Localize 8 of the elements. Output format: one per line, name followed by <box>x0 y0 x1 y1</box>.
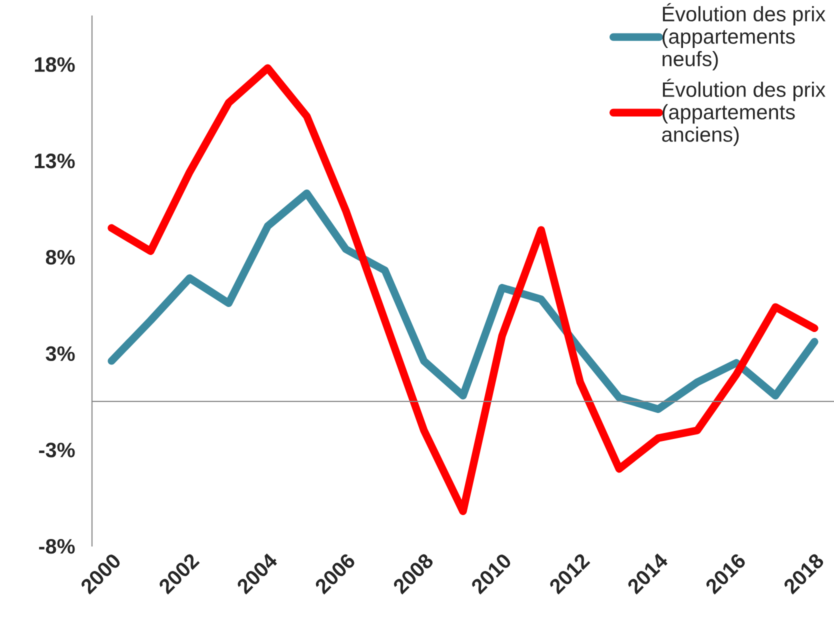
y-tick-label: 8% <box>46 250 75 265</box>
y-tick-label: -3% <box>39 442 75 458</box>
y-tick-label: 18% <box>34 57 75 72</box>
y-tick-label: 13% <box>34 154 75 168</box>
y-tick-label: 3% <box>46 346 75 362</box>
legend-label: Évolution des prix (appartements neufs) <box>662 3 826 70</box>
legend-label: Évolution des prix (appartements anciens) <box>662 78 826 146</box>
y-tick-label: -8% <box>39 539 75 554</box>
